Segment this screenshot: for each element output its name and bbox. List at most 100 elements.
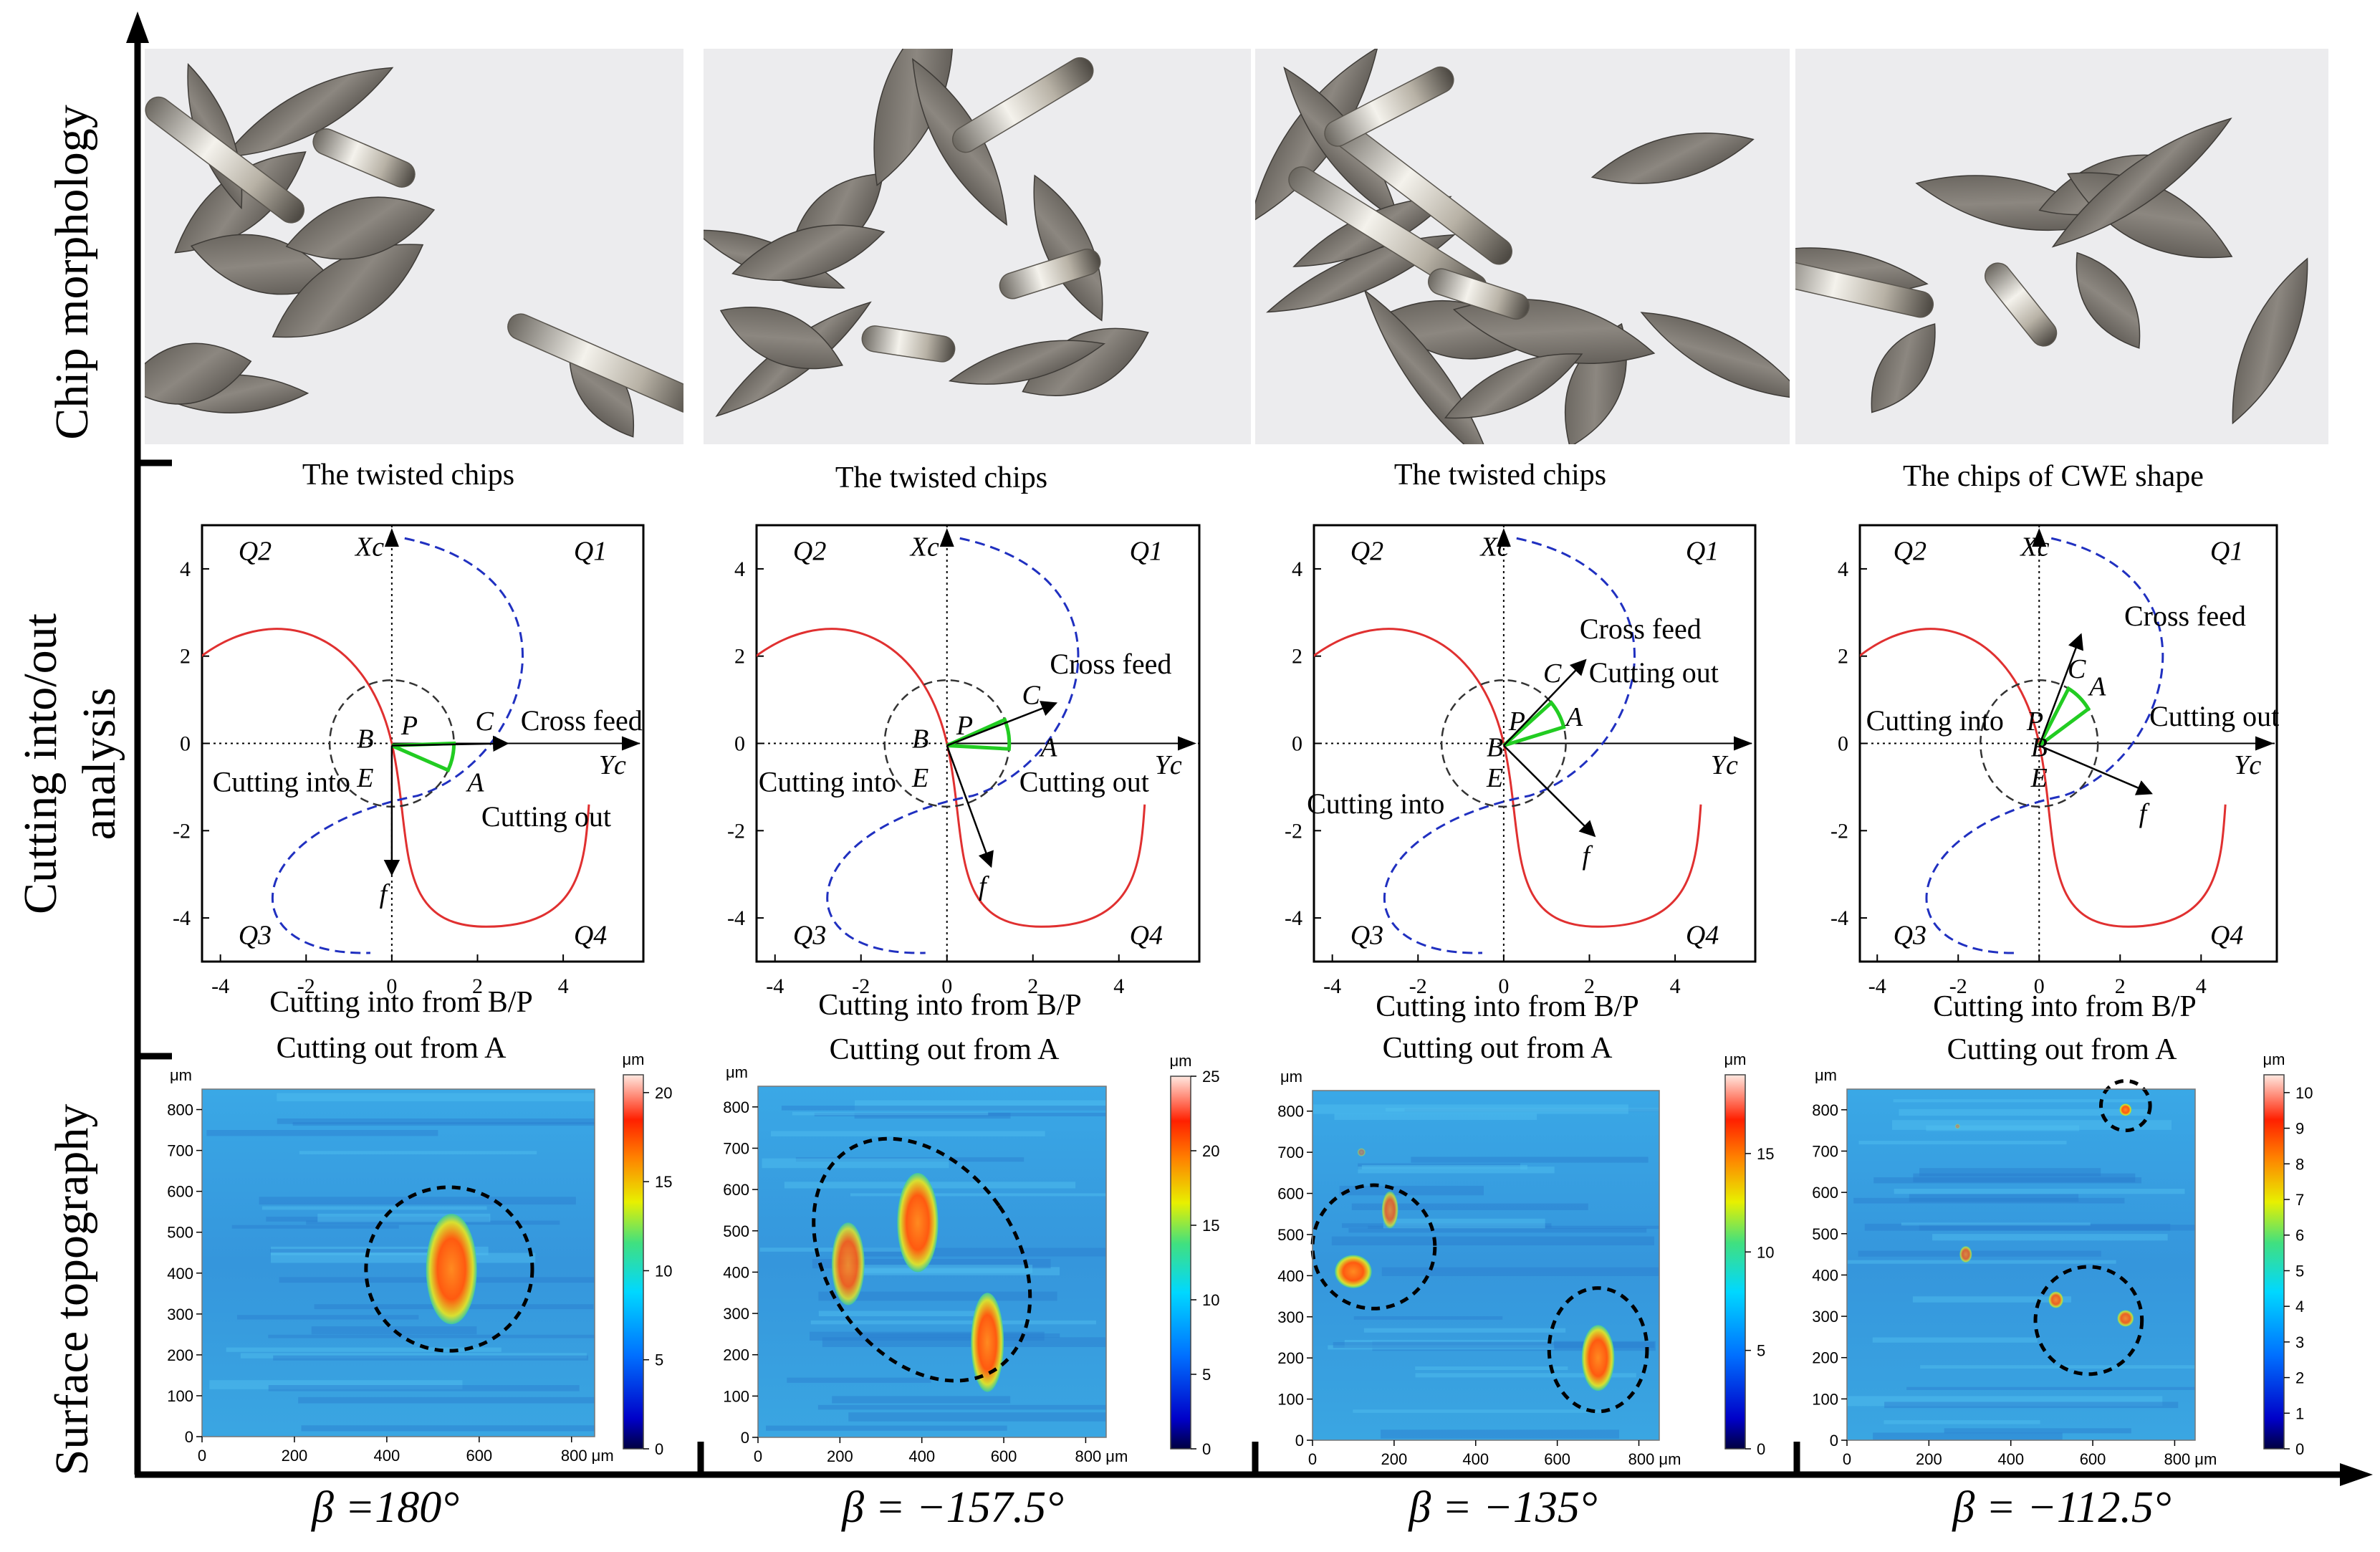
diagram-ticks: -4 -2 0 2 4 4 2 0 -2 -4 [1830,557,2207,998]
red-curve-upper [202,628,393,744]
topo-streak [1909,1194,2079,1202]
topo-y-tick-label: 0 [1830,1432,1838,1450]
topo-streak [231,1225,399,1229]
topo-x-tick-label: 600 [1544,1450,1570,1468]
beta-label: β = −135° [1408,1483,1597,1532]
topo-y-tick-label: 200 [723,1346,749,1364]
topo-y-tick-label: 600 [1277,1185,1304,1203]
chip-leaf [272,244,424,338]
topo-streak [270,1249,436,1252]
topo-streak [236,1315,419,1320]
topo-streak [766,1425,1007,1431]
chip-leaf [2076,252,2141,349]
topo-streak [1358,1163,1520,1170]
topo-streak [266,1216,489,1222]
topo-streak [850,1193,1106,1197]
x-tick-label: -2 [852,974,870,998]
topo-streak [298,1397,595,1404]
topo-hotspot [1357,1148,1366,1156]
red-curve-upper [757,628,949,744]
topo-hotspot [1581,1325,1615,1391]
topo-streak [1864,1223,2171,1231]
topo-streak [1351,1203,1588,1210]
red-curve-lower [390,743,590,928]
topo-streak [859,1333,1060,1338]
y-tick-label: -4 [1285,906,1302,930]
topo-y-tick-label: 600 [723,1181,749,1199]
topo-streak [1385,1108,1659,1112]
topo-streak [1334,1113,1537,1120]
y-tick-label: 4 [180,557,191,581]
x-tick-label: -4 [1868,974,1886,998]
beta-label: β = −157.5° [841,1483,1064,1532]
feed-arrow [946,745,994,868]
topo-y-tick-label: 700 [167,1142,193,1160]
topo-y-tick-label: 200 [1812,1349,1838,1367]
chip-leaf [1590,133,1755,184]
topo-unit-label: μm [1280,1068,1302,1086]
topo-streak [1353,1316,1503,1320]
topo-y-tick-label: 700 [1277,1144,1304,1161]
colorbar [623,1074,644,1450]
topo-x-tick-label: 800 μm [1628,1450,1681,1468]
red-curve-upper [1314,628,1505,744]
topo-y-tick-label: 100 [1812,1390,1838,1408]
topo-y-tick-label: 200 [1277,1349,1304,1367]
x-tick-label: 0 [941,974,952,998]
y-tick-label: 2 [1838,645,1848,669]
topo-hotspot [1954,1124,1960,1129]
colorbar-tick-label: 2 [2295,1369,2304,1387]
topo-y-tick-label: 800 [1277,1103,1304,1121]
beta-label: β = −112.5° [1952,1483,2171,1532]
topo-x-tick-label: 600 [466,1447,492,1465]
topo-streak [1344,1340,1554,1349]
topo-streak [1858,1141,2067,1145]
topo-x-tick-label: 0 [754,1447,762,1465]
topo-streak [1873,1177,2142,1184]
red-curve-lower [2038,743,2227,928]
xc-axis-label: Xc [909,532,939,562]
topo-y-tick-label: 800 [723,1098,749,1116]
row-label-surface-topography: Surface topography [46,1104,98,1476]
x-tick-label: -2 [1409,974,1427,998]
chip-leaf [145,343,252,405]
colorbar-tick-label: 10 [1757,1243,1774,1261]
quadrant-label-q2: Q2 [1894,537,1926,567]
topo-frame [1312,1090,1660,1441]
topo-streak [206,1130,438,1136]
diagram-yc-arrowhead [1178,736,1196,751]
topo-streak [1341,1223,1552,1228]
diagram-xc-arrowhead [2032,528,2047,547]
topo-y-tick-label: 100 [723,1387,749,1405]
topo-y-tick-label: 800 [1812,1101,1838,1119]
topo-streak [1339,1185,1484,1196]
colorbar [1170,1076,1191,1450]
x-tick-label: 2 [1584,974,1595,998]
topo-streak [1919,1225,2195,1231]
chip-photo [704,49,1251,444]
chip-leaf [1033,174,1103,322]
dashed-tool-circle [1440,679,1567,808]
topo-hotspot [1959,1246,1972,1263]
colorbar-tick-label: 20 [655,1084,672,1102]
diagram-ticks: -4 -2 0 2 4 4 2 0 -2 -4 [173,557,569,998]
topo-streak [317,1213,491,1222]
point-label-a: A [465,767,484,797]
chip-leaf [948,340,1106,385]
topo-streak [306,1220,560,1225]
cross-feed-label: Cross feed [521,704,643,737]
y-tick-label: 2 [1292,645,1302,669]
topo-y-tick-label: 300 [1812,1308,1838,1326]
diagram-yc-arrowhead [2255,736,2274,751]
topo-y-tick-label: 500 [723,1222,749,1240]
chip-caption: The chips of CWE shape [1903,460,2204,493]
chip-photo [1795,49,2328,444]
topo-streak [1328,1345,1555,1350]
cross-feed-label: Cross feed [1580,613,1702,645]
caption-cutting-into: Cutting into from B/P [818,989,1082,1022]
chip-leaf [1444,353,1583,419]
quadrant-label-q3: Q3 [793,920,826,950]
topo-y-tick-label: 300 [167,1306,193,1323]
